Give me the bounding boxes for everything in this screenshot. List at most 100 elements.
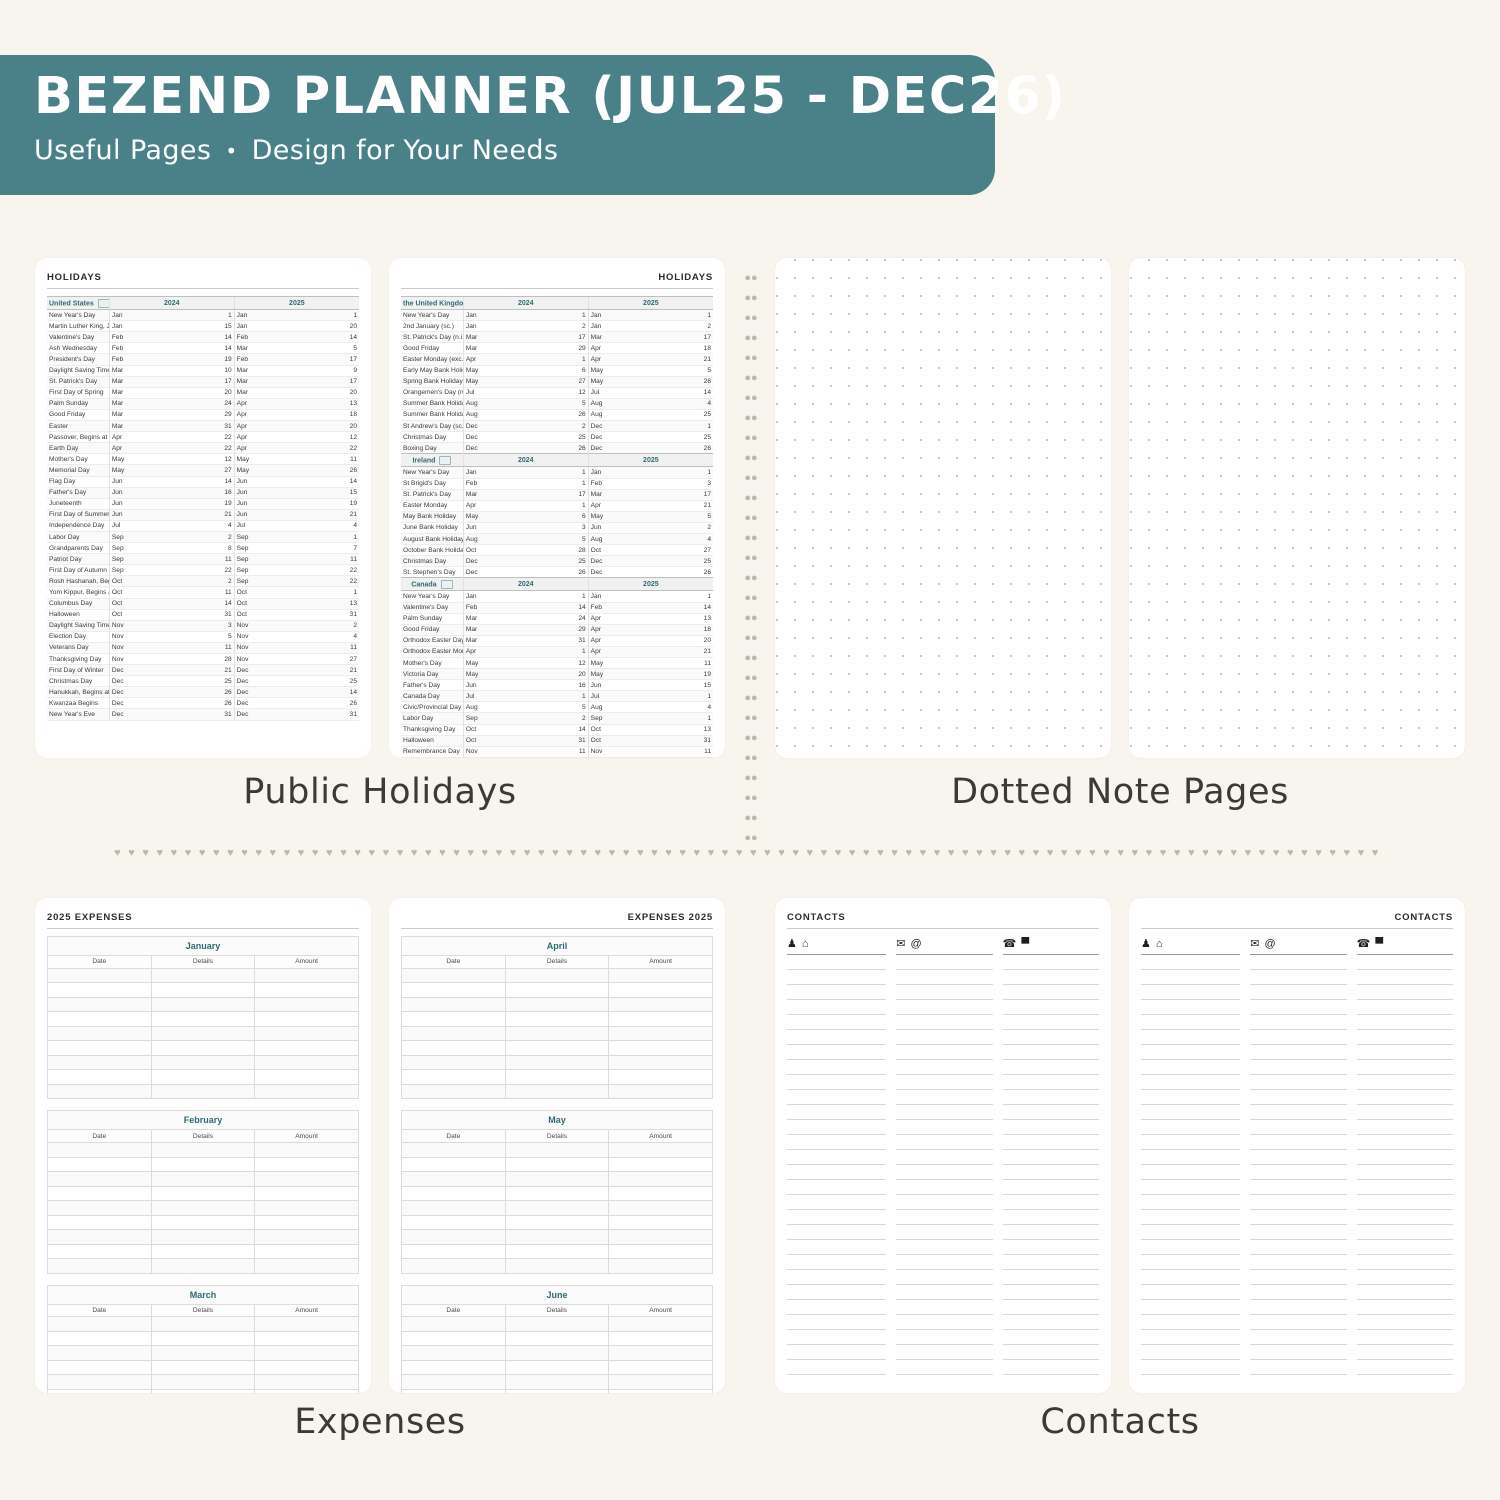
expense-details-cell[interactable] [504,982,610,998]
expense-date-cell[interactable] [47,1345,152,1361]
contacts-write-lines[interactable] [1356,955,1454,1375]
expense-row[interactable] [401,1374,713,1390]
expense-details-cell[interactable] [150,1185,256,1202]
expense-row[interactable] [47,1083,359,1100]
expense-details-cell[interactable] [504,1054,610,1071]
expense-row[interactable] [401,982,713,998]
expense-amount-cell[interactable] [608,1214,713,1231]
contacts-write-lines[interactable] [1002,955,1100,1375]
contacts-write-lines[interactable] [896,955,993,1375]
expense-row[interactable] [47,1330,359,1347]
expense-amount-cell[interactable] [254,967,359,984]
expense-row[interactable] [47,1374,359,1390]
contacts-write-lines[interactable] [1250,955,1347,1375]
expense-row[interactable] [401,996,713,1013]
expense-amount-cell[interactable] [608,1330,713,1347]
expense-row[interactable] [47,1054,359,1071]
expense-date-cell[interactable] [401,1054,506,1071]
expense-amount-cell[interactable] [254,1258,359,1274]
expense-row[interactable] [401,1083,713,1100]
expense-details-cell[interactable] [150,1359,256,1376]
expense-amount-cell[interactable] [254,1025,359,1042]
expense-date-cell[interactable] [401,1388,506,1393]
expense-amount-cell[interactable] [608,1359,713,1376]
expense-details-cell[interactable] [150,1330,256,1347]
expense-details-cell[interactable] [150,1040,256,1056]
expense-details-cell[interactable] [504,1316,610,1332]
expense-details-cell[interactable] [150,1054,256,1071]
expense-date-cell[interactable] [47,1156,152,1173]
expense-amount-cell[interactable] [608,1040,713,1056]
expense-amount-cell[interactable] [254,1243,359,1260]
expense-amount-cell[interactable] [608,1069,713,1085]
expense-row[interactable] [47,996,359,1013]
expense-date-cell[interactable] [47,1388,152,1393]
expense-date-cell[interactable] [47,1374,152,1390]
expense-details-cell[interactable] [504,1185,610,1202]
expense-amount-cell[interactable] [254,982,359,998]
expense-row[interactable] [47,1142,359,1158]
expense-row[interactable] [401,967,713,984]
expense-details-cell[interactable] [150,1243,256,1260]
expense-row[interactable] [47,1316,359,1332]
expense-amount-cell[interactable] [608,1388,713,1393]
contacts-write-lines[interactable] [1141,955,1241,1375]
expense-amount-cell[interactable] [254,1069,359,1085]
expense-row[interactable] [401,1142,713,1158]
expense-date-cell[interactable] [401,1156,506,1173]
expense-row[interactable] [401,1040,713,1056]
expense-date-cell[interactable] [401,1083,506,1100]
expense-row[interactable] [401,1345,713,1361]
expense-date-cell[interactable] [47,1243,152,1260]
expense-details-cell[interactable] [150,1316,256,1332]
expense-details-cell[interactable] [504,1243,610,1260]
expense-date-cell[interactable] [401,1229,506,1245]
expense-details-cell[interactable] [504,1156,610,1173]
expense-row[interactable] [47,1258,359,1274]
expense-date-cell[interactable] [401,1025,506,1042]
expense-amount-cell[interactable] [254,1083,359,1100]
expense-details-cell[interactable] [150,1229,256,1245]
expense-row[interactable] [47,1345,359,1361]
expense-details-cell[interactable] [150,1200,256,1216]
expense-row[interactable] [401,1185,713,1202]
expense-details-cell[interactable] [150,1388,256,1393]
expense-details-cell[interactable] [150,982,256,998]
expense-amount-cell[interactable] [608,1025,713,1042]
expense-row[interactable] [401,1243,713,1260]
expense-amount-cell[interactable] [254,1374,359,1390]
expense-amount-cell[interactable] [254,1330,359,1347]
expense-date-cell[interactable] [401,1316,506,1332]
expense-amount-cell[interactable] [608,1011,713,1027]
expense-date-cell[interactable] [47,1142,152,1158]
expense-date-cell[interactable] [47,1359,152,1376]
expense-date-cell[interactable] [401,1243,506,1260]
expense-amount-cell[interactable] [254,1040,359,1056]
expense-date-cell[interactable] [47,1040,152,1056]
expense-row[interactable] [47,1185,359,1202]
expense-date-cell[interactable] [47,996,152,1013]
expense-details-cell[interactable] [504,1083,610,1100]
expense-date-cell[interactable] [47,967,152,984]
expense-amount-cell[interactable] [254,1359,359,1376]
expense-details-cell[interactable] [504,1142,610,1158]
expense-date-cell[interactable] [401,1069,506,1085]
expense-date-cell[interactable] [47,982,152,998]
expense-details-cell[interactable] [150,1142,256,1158]
expense-date-cell[interactable] [47,1083,152,1100]
expense-date-cell[interactable] [401,1345,506,1361]
expense-amount-cell[interactable] [608,1171,713,1187]
expense-date-cell[interactable] [401,1359,506,1376]
expense-details-cell[interactable] [504,1025,610,1042]
expense-row[interactable] [401,1214,713,1231]
expense-details-cell[interactable] [150,996,256,1013]
expense-amount-cell[interactable] [254,1011,359,1027]
expense-date-cell[interactable] [401,967,506,984]
expense-row[interactable] [47,1025,359,1042]
expense-date-cell[interactable] [47,1330,152,1347]
expense-details-cell[interactable] [504,1069,610,1085]
expense-row[interactable] [47,967,359,984]
expense-details-cell[interactable] [504,1200,610,1216]
expense-amount-cell[interactable] [608,1142,713,1158]
expense-date-cell[interactable] [47,1171,152,1187]
